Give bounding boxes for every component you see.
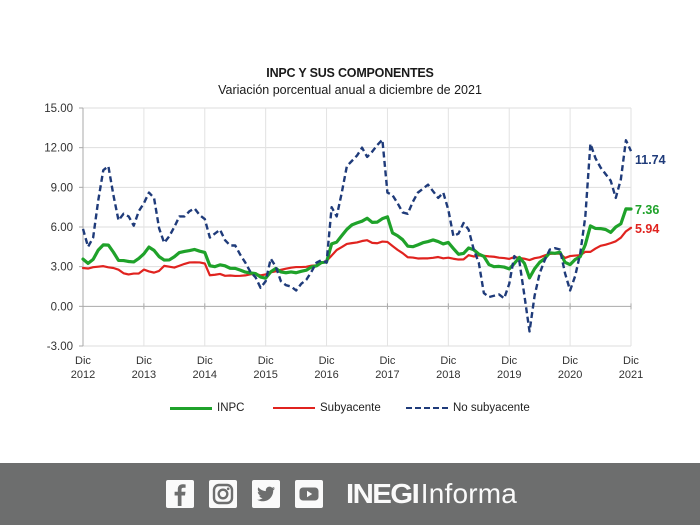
y-tick-label: -3.00: [47, 341, 73, 353]
legend-item-inpc: INPC: [170, 401, 244, 415]
x-tick-label-year: 2020: [558, 369, 582, 381]
brand-informa: Informa: [420, 478, 518, 509]
y-tick-label: 9.00: [51, 182, 73, 194]
y-tick-label: 15.00: [44, 103, 73, 115]
x-tick-label-month: Dic: [136, 355, 152, 367]
x-tick-label-year: 2019: [497, 369, 521, 381]
legend-swatch-subyacente: [273, 407, 315, 409]
brand-inegi: INEGI: [346, 478, 420, 509]
x-tick-label-year: 2018: [436, 369, 460, 381]
series-line-subyacente: [81, 226, 633, 278]
x-tick-label-month: Dic: [623, 355, 639, 367]
inegi-informa-logo: INEGI Informa: [346, 476, 517, 512]
legend-label-inpc: INPC: [217, 402, 245, 414]
youtube-icon[interactable]: [295, 480, 323, 508]
x-tick-label-year: 2021: [619, 369, 643, 381]
x-tick-label-month: Dic: [440, 355, 456, 367]
x-tick-label-month: Dic: [258, 355, 274, 367]
end-label-inpc: 7.36: [635, 203, 659, 217]
legend-item-no-subyacente: No subyacente: [406, 401, 530, 415]
x-tick-label-month: Dic: [379, 355, 395, 367]
legend-swatch-inpc: [170, 406, 212, 410]
series-line-no-subyacente: [81, 138, 633, 333]
instagram-icon[interactable]: [209, 480, 237, 508]
end-label-subyacente: 5.94: [635, 222, 659, 236]
y-tick-label: 12.00: [44, 143, 73, 155]
x-tick-label-year: 2012: [71, 369, 95, 381]
twitter-icon[interactable]: [252, 480, 280, 508]
series-line-inpc: [81, 207, 633, 280]
x-tick-label-month: Dic: [197, 355, 213, 367]
end-labels: 7.36 5.94 11.74: [635, 153, 666, 236]
x-tick-label-year: 2016: [314, 369, 338, 381]
x-tick-label-month: Dic: [562, 355, 578, 367]
chart-subtitle: Variación porcentual anual a diciembre d…: [218, 83, 482, 97]
y-tick-label: 6.00: [51, 222, 73, 234]
chart-title: INPC Y SUS COMPONENTES: [266, 66, 434, 80]
legend-label-no-subyacente: No subyacente: [453, 402, 530, 414]
y-axis-ticks: 15.00 12.00 9.00 6.00 3.00 0.00 -3.00: [44, 103, 73, 353]
end-label-no-subyacente: 11.74: [635, 153, 666, 167]
x-tick-label-year: 2014: [193, 369, 217, 381]
x-tick-label-year: 2015: [253, 369, 277, 381]
y-tick-label: 3.00: [51, 262, 73, 274]
x-tick-label-month: Dic: [75, 355, 91, 367]
legend-item-subyacente: Subyacente: [273, 401, 381, 415]
gridlines: [82, 107, 632, 347]
x-tick-label-year: 2013: [132, 369, 156, 381]
x-tick-label-month: Dic: [319, 355, 335, 367]
footer-bar: INEGI Informa: [0, 463, 700, 525]
series-lines: [81, 138, 633, 333]
x-tick-label-year: 2017: [375, 369, 399, 381]
legend-label-subyacente: Subyacente: [320, 402, 381, 414]
facebook-icon[interactable]: [166, 480, 194, 508]
x-tick-label-month: Dic: [501, 355, 517, 367]
x-axis-ticks: Dic 2012 Dic 2013 Dic 2014 Dic 2015 Dic 2016 Dic 20…: [71, 355, 643, 381]
y-tick-label: 0.00: [51, 301, 73, 313]
axes: [79, 107, 632, 347]
legend-swatch-no-subyacente: [406, 407, 448, 409]
